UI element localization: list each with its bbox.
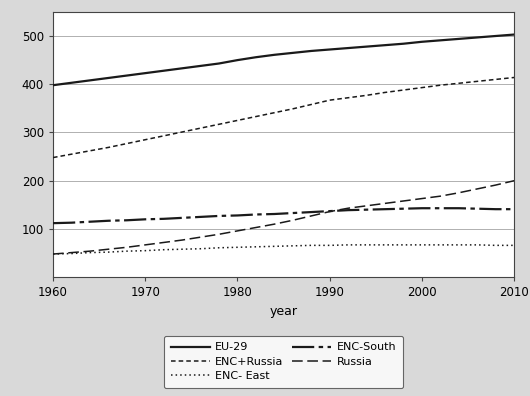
Legend: EU-29, ENC+Russia, ENC- East, ENC-South, Russia: EU-29, ENC+Russia, ENC- East, ENC-South,…	[164, 336, 403, 388]
X-axis label: year: year	[270, 305, 297, 318]
